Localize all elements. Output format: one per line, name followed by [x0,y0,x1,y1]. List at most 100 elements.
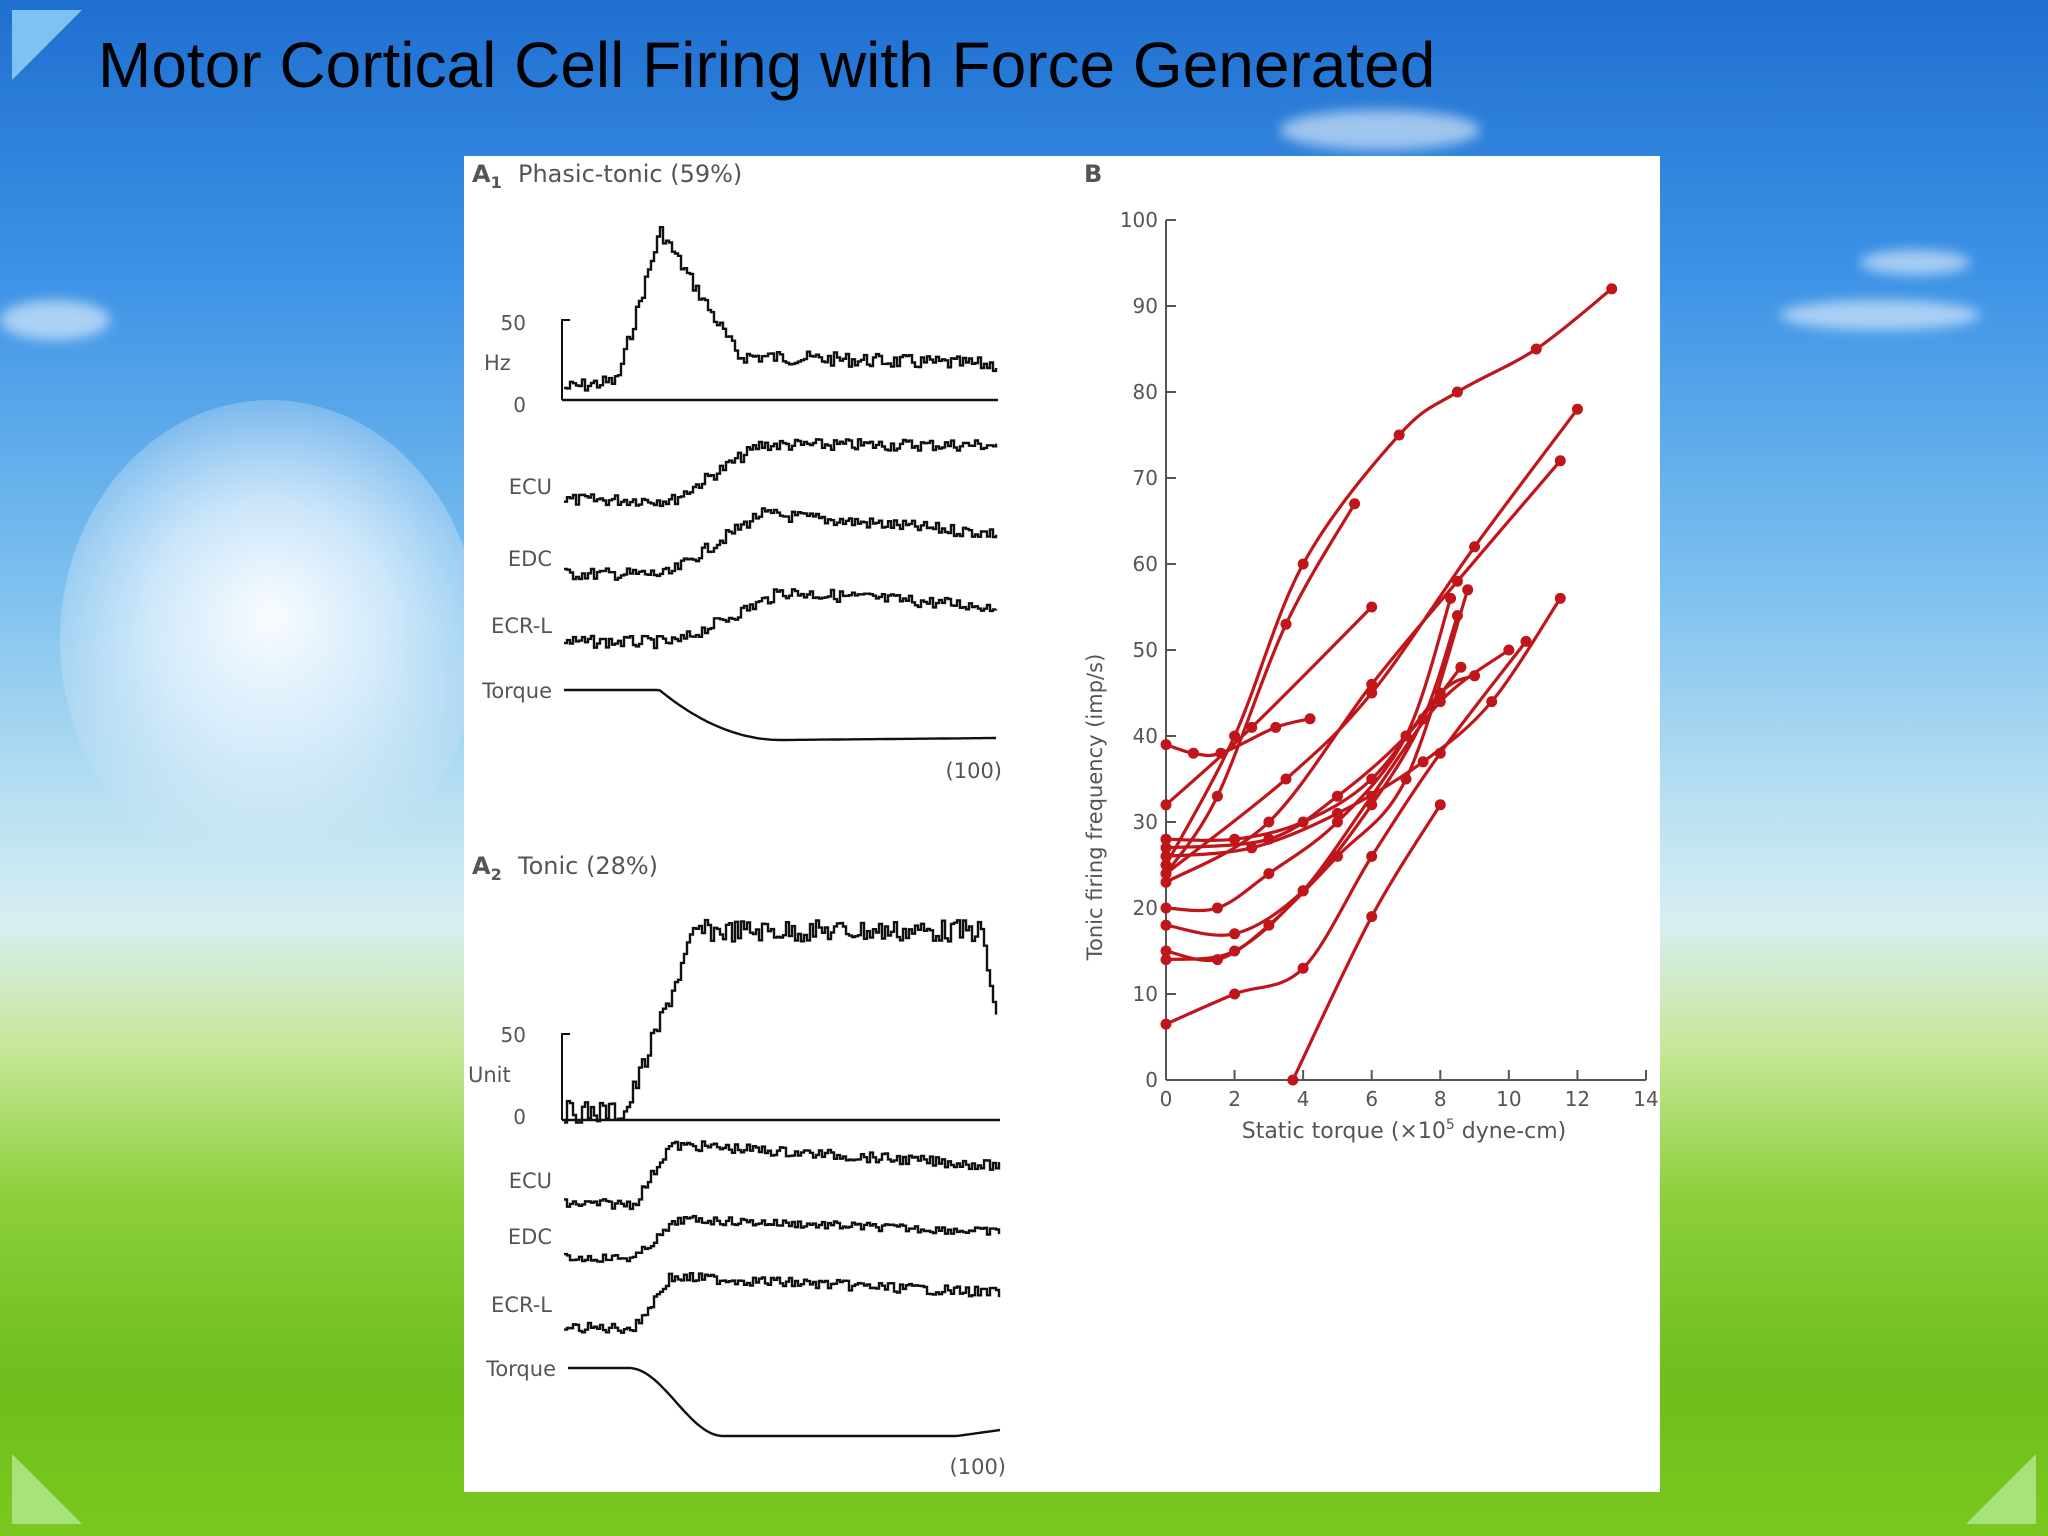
data-point [1270,721,1282,733]
data-point [1349,498,1361,510]
a2-ecrl-trace [564,1272,1001,1334]
x-tick-label: 2 [1228,1087,1241,1111]
a1-edc-trace [564,507,998,581]
x-tick-label: 14 [1633,1087,1658,1111]
data-point [1366,850,1378,862]
data-point [1366,911,1378,923]
data-point [1417,756,1429,768]
y-tick-label: 90 [1133,294,1158,318]
a2-trace-label-ecrl: ECR-L [491,1293,552,1317]
a1-tick-50: 50 [501,311,526,335]
data-point [1331,807,1343,819]
data-point [1229,928,1241,940]
data-point [1331,790,1343,802]
a1-label: A1 [472,160,502,192]
a2-edc-trace [564,1214,1001,1263]
a2-trace-label-ecu: ECU [509,1169,552,1193]
data-point [1571,403,1583,415]
series-line [1291,803,1442,1081]
chart-x-axis-label: Static torque (×105 dyne-cm) [1242,1117,1567,1144]
data-point [1469,541,1481,553]
corner-triangle-bottom-right [1966,1454,2036,1524]
a1-unit-label: Hz [484,351,511,375]
data-point [1160,902,1172,914]
data-point [1160,850,1172,862]
y-tick-label: 100 [1120,208,1158,232]
series-line [1164,503,1356,875]
data-point [1229,988,1241,1000]
a2-trace-label-edc: EDC [508,1225,552,1249]
figure-svg: A1 Phasic-tonic (59%) Hz 50 0 ECU EDC EC… [468,160,1659,1479]
data-point [1229,945,1241,957]
x-tick-label: 10 [1496,1087,1521,1111]
y-tick-label: 80 [1133,380,1158,404]
data-point [1366,687,1378,699]
a1-trace-label-torque: Torque [481,679,552,703]
a2-torque-trace [568,1366,1001,1438]
y-tick-label: 10 [1133,982,1158,1006]
corner-triangle-top-left [12,10,82,80]
data-point [1462,584,1474,596]
data-point [1160,842,1172,854]
data-point [1304,713,1316,725]
y-tick-label: 20 [1133,896,1158,920]
data-point [1160,945,1172,957]
y-tick-label: 0 [1145,1068,1158,1092]
a2-title: Tonic (28%) [517,852,658,880]
data-point [1229,833,1241,845]
data-point [1554,455,1566,467]
data-point [1263,868,1275,880]
data-point [1331,850,1343,862]
data-point [1263,816,1275,828]
data-point [1434,799,1446,811]
corner-triangle-bottom-left [12,1454,82,1524]
data-point [1160,739,1172,751]
slide-title: Motor Cortical Cell Firing with Force Ge… [98,29,1436,101]
data-point [1455,661,1467,673]
a2-unit-label: Unit [468,1063,511,1087]
a1-trace-label-ecrl: ECR-L [491,614,552,638]
chart-y-axis-label: Tonic firing frequency (imp/s) [1083,654,1107,962]
data-point [1297,885,1309,897]
data-point [1280,773,1292,785]
a1-title: Phasic-tonic (59%) [518,160,742,188]
a2-rate-trace [564,918,998,1124]
a2-tick-50: 50 [501,1023,526,1047]
data-point [1366,790,1378,802]
a2-label: A2 [472,852,502,884]
trace-group [561,226,1001,1438]
data-point [1160,799,1172,811]
data-point [1160,833,1172,845]
x-tick-label: 8 [1434,1087,1447,1111]
a1-torque-trace [564,688,996,742]
y-tick-label: 50 [1133,638,1158,662]
data-point [1434,696,1446,708]
data-point [1400,773,1412,785]
series-line [1165,408,1579,875]
y-tick-label: 40 [1133,724,1158,748]
series-line [1165,615,1459,937]
a1-ecrl-trace [564,588,998,650]
data-point [1606,283,1618,295]
a1-ecu-trace [564,438,998,508]
series-line [1165,589,1470,963]
data-point [1400,730,1412,742]
data-point [1366,601,1378,613]
b-label: B [1084,160,1102,188]
x-tick-label: 0 [1160,1087,1173,1111]
a1-note: (100) [946,759,1002,783]
data-point [1520,635,1532,647]
a2-ecu-trace [564,1140,1001,1211]
figure-panel: A1 Phasic-tonic (59%) Hz 50 0 ECU EDC EC… [464,156,1660,1492]
cloud-3 [1860,250,1970,275]
data-point [1160,919,1172,931]
cloud-4 [0,300,110,340]
x-tick-label: 6 [1365,1087,1378,1111]
data-point [1445,592,1457,604]
a2-note: (100) [950,1455,1006,1479]
x-tick-label: 12 [1565,1087,1590,1111]
data-point [1160,859,1172,871]
data-point [1187,747,1199,759]
data-point [1434,747,1446,759]
data-point [1246,842,1258,854]
